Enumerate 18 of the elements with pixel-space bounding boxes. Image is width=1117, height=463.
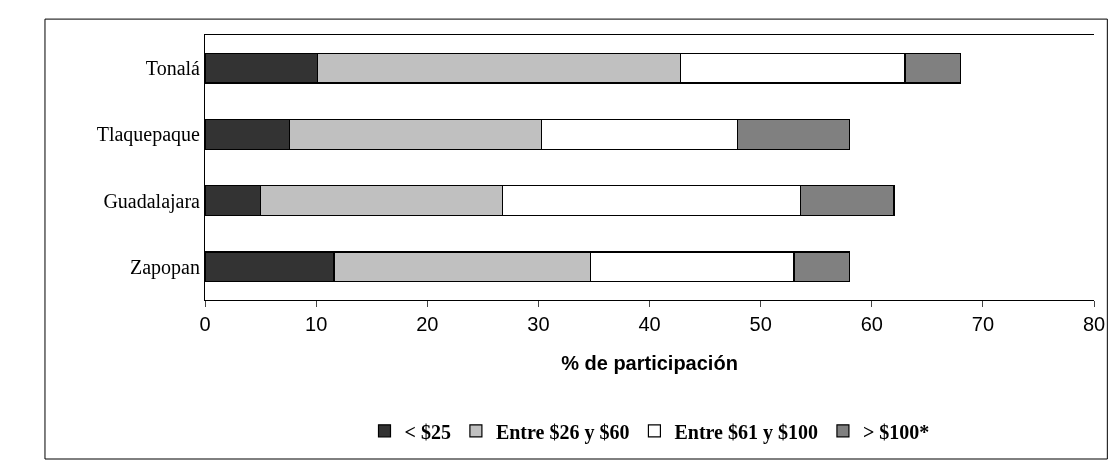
y-tick-label: Tlaquepaque	[96, 123, 201, 147]
x-tick-label: 60	[860, 313, 883, 335]
x-tick-label: 20	[416, 313, 439, 335]
x-tick-label: 30	[527, 313, 550, 335]
legend-label: < $25	[404, 420, 451, 443]
legend-label: Entre $61 y $100	[674, 420, 818, 444]
legend-label: > $100*	[862, 420, 930, 443]
x-tick-label: 40	[638, 313, 661, 335]
x-tick-label: 70	[971, 313, 995, 335]
x-axis-title: % de participación	[561, 352, 738, 374]
y-tick-label: Zapopan	[130, 255, 200, 279]
x-tick-label: 10	[305, 313, 328, 335]
x-tick-label: 50	[749, 313, 772, 335]
y-tick-label: Tonalá	[145, 57, 201, 80]
x-tick-label: 80	[1082, 313, 1106, 335]
legend-label: Entre $26 y $60	[495, 420, 630, 444]
x-tick-label: 0	[199, 313, 211, 335]
y-tick-label: Guadalajara	[103, 189, 201, 213]
